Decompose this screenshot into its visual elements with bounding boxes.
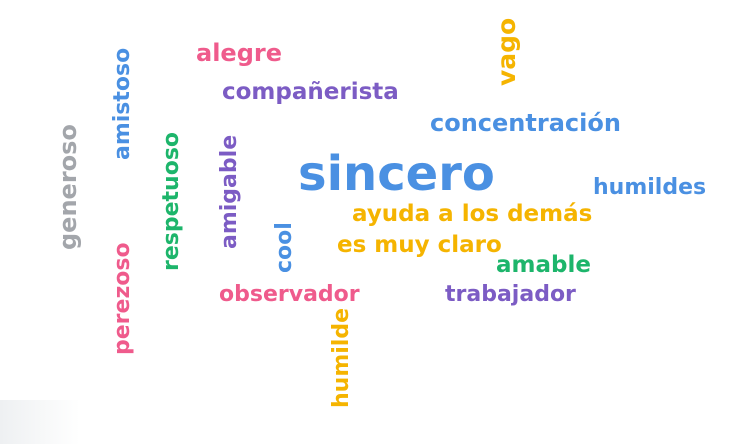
word-cool: cool: [272, 222, 297, 273]
word-generoso: generoso: [54, 124, 82, 250]
word-companerista: compañerista: [222, 79, 399, 105]
word-sincero: sincero: [298, 146, 495, 202]
word-respetuoso: respetuoso: [159, 131, 184, 271]
word-amigable: amigable: [217, 134, 242, 249]
word-alegre: alegre: [196, 39, 282, 67]
word-observador: observador: [219, 282, 360, 307]
word-amable: amable: [496, 252, 591, 278]
corner-shadow: [0, 400, 80, 444]
word-humildes: humildes: [593, 175, 707, 200]
word-concentracion: concentración: [430, 109, 621, 137]
word-perezoso: perezoso: [110, 242, 135, 355]
word-es-muy-claro: es muy claro: [337, 232, 502, 258]
word-humilde: humilde: [329, 308, 354, 408]
word-trabajador: trabajador: [445, 282, 576, 307]
word-vago: vago: [492, 17, 521, 86]
word-ayuda-a-los-demas: ayuda a los demás: [352, 201, 593, 227]
word-amistoso: amistoso: [110, 47, 135, 160]
